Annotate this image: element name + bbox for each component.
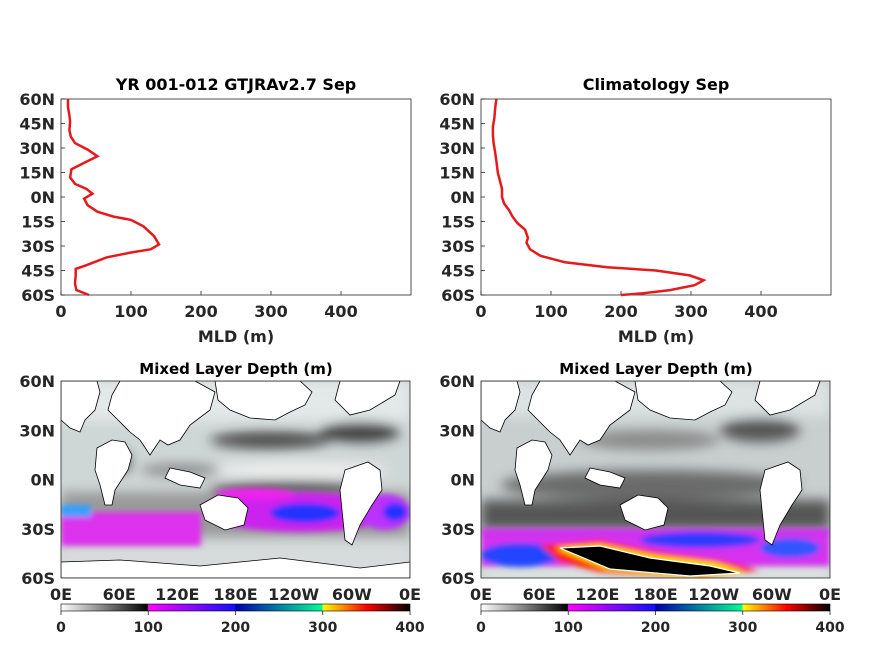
y-tick-label: 45N xyxy=(19,115,55,134)
colorbar: 0 100 200 300 400 xyxy=(476,603,845,636)
continents xyxy=(61,381,410,578)
colorbar-bar xyxy=(60,603,411,612)
lon-label: 120E xyxy=(155,585,199,604)
y-tick-label: 30S xyxy=(21,237,55,256)
lat-label: 0N xyxy=(450,471,475,490)
x-tick-label: 0 xyxy=(55,302,66,321)
colorbar-tick-label: 100 xyxy=(134,620,163,636)
y-tick-label: 30S xyxy=(441,237,475,256)
lon-label: 120E xyxy=(575,585,619,604)
colorbar-tick-label: 200 xyxy=(221,620,250,636)
y-tick-label: 60S xyxy=(21,286,55,305)
lon-label: 120W xyxy=(268,585,319,604)
y-tick-label: 30N xyxy=(439,139,475,158)
map-frame xyxy=(480,380,831,579)
colorbar-tick-label: 0 xyxy=(56,620,66,636)
map-field xyxy=(61,381,410,578)
colorbar-tick-label: 100 xyxy=(554,620,583,636)
y-tick-label: 45N xyxy=(439,115,475,134)
colorbar-tick-label: 300 xyxy=(728,620,757,636)
lon-label: 0E xyxy=(50,585,72,604)
y-tick-label: 60N xyxy=(439,90,475,109)
x-tick-label: 300 xyxy=(674,302,707,321)
lon-label: 180E xyxy=(213,585,257,604)
lat-label: 30N xyxy=(439,421,475,440)
y-tick-label: 45S xyxy=(441,262,475,281)
lat-label: 30S xyxy=(21,520,55,539)
y-tick-label: 0N xyxy=(450,188,475,207)
y-tick-label: 15N xyxy=(439,164,475,183)
colorbar-tick-label: 400 xyxy=(395,620,424,636)
axis-ticks: 0 100 200 300 400 60N 45N 30N 15N 0N 15S 30S 45S 60S xyxy=(19,90,357,321)
lon-label: 60E xyxy=(523,585,556,604)
profile-panel-model: YR 001-012 GTJRAv2.7 Sep 0 100 200 300 400 60… xyxy=(19,75,412,346)
x-axis-label: MLD (m) xyxy=(198,327,274,346)
y-tick-label: 60S xyxy=(441,286,475,305)
x-tick-label: 400 xyxy=(324,302,357,321)
lat-label: 30N xyxy=(19,421,55,440)
x-axis-label: MLD (m) xyxy=(618,327,694,346)
map-field xyxy=(481,381,830,578)
mld-profile-line xyxy=(66,99,161,297)
map-frame xyxy=(60,380,411,579)
lon-label: 60E xyxy=(103,585,136,604)
colorbar: 0 100 200 300 400 xyxy=(56,603,425,636)
map-title: Mixed Layer Depth (m) xyxy=(559,360,752,378)
lon-label: 120W xyxy=(688,585,739,604)
colorbar-ticks: 0 100 200 300 400 xyxy=(476,611,845,636)
x-tick-label: 100 xyxy=(114,302,147,321)
lat-label: 0N xyxy=(30,471,55,490)
map-title: Mixed Layer Depth (m) xyxy=(139,360,332,378)
y-tick-label: 15N xyxy=(19,164,55,183)
lat-label: 60N xyxy=(439,372,475,391)
x-tick-label: 0 xyxy=(475,302,486,321)
colorbar-tick-label: 0 xyxy=(476,620,486,636)
lat-label: 60N xyxy=(19,372,55,391)
y-tick-label: 45S xyxy=(21,262,55,281)
lon-label: 60W xyxy=(752,585,792,604)
x-tick-label: 300 xyxy=(254,302,287,321)
x-tick-label: 200 xyxy=(604,302,637,321)
y-tick-label: 15S xyxy=(21,213,55,232)
colorbar-tick-label: 400 xyxy=(815,620,844,636)
panel-title: YR 001-012 GTJRAv2.7 Sep xyxy=(115,75,357,94)
panel-title: Climatology Sep xyxy=(583,75,730,94)
mld-map-climatology: Mixed Layer Depth (m) xyxy=(439,360,845,636)
plot-frame xyxy=(60,98,412,296)
continents xyxy=(481,381,821,546)
mld-profile-line xyxy=(491,98,707,297)
y-tick-label: 0N xyxy=(30,188,55,207)
lon-label: 0E xyxy=(399,585,421,604)
colorbar-tick-label: 200 xyxy=(641,620,670,636)
x-tick-label: 400 xyxy=(744,302,777,321)
colorbar-tick-label: 300 xyxy=(308,620,337,636)
lon-label: 60W xyxy=(332,585,372,604)
axis-ticks: 0 100 200 300 400 60N 45N 30N 15N 0N 15S 30S 45S 60S xyxy=(439,90,777,321)
x-tick-label: 100 xyxy=(534,302,567,321)
plot-frame xyxy=(480,98,832,296)
lat-label: 30S xyxy=(441,520,475,539)
profile-panel-climatology: Climatology Sep 0 100 200 300 400 60N 45N 30N 15… xyxy=(439,75,832,346)
lat-label: 60S xyxy=(441,569,475,588)
mld-map-model: Mixed Layer Depth (m) xyxy=(19,360,425,636)
lon-label: 0E xyxy=(470,585,492,604)
y-tick-label: 15S xyxy=(441,213,475,232)
y-tick-label: 60N xyxy=(19,90,55,109)
lon-label: 180E xyxy=(633,585,677,604)
lon-label: 0E xyxy=(819,585,841,604)
colorbar-bar xyxy=(480,603,831,612)
lat-label: 60S xyxy=(21,569,55,588)
colorbar-ticks: 0 100 200 300 400 xyxy=(56,611,425,636)
y-tick-label: 30N xyxy=(19,139,55,158)
x-tick-label: 200 xyxy=(184,302,217,321)
